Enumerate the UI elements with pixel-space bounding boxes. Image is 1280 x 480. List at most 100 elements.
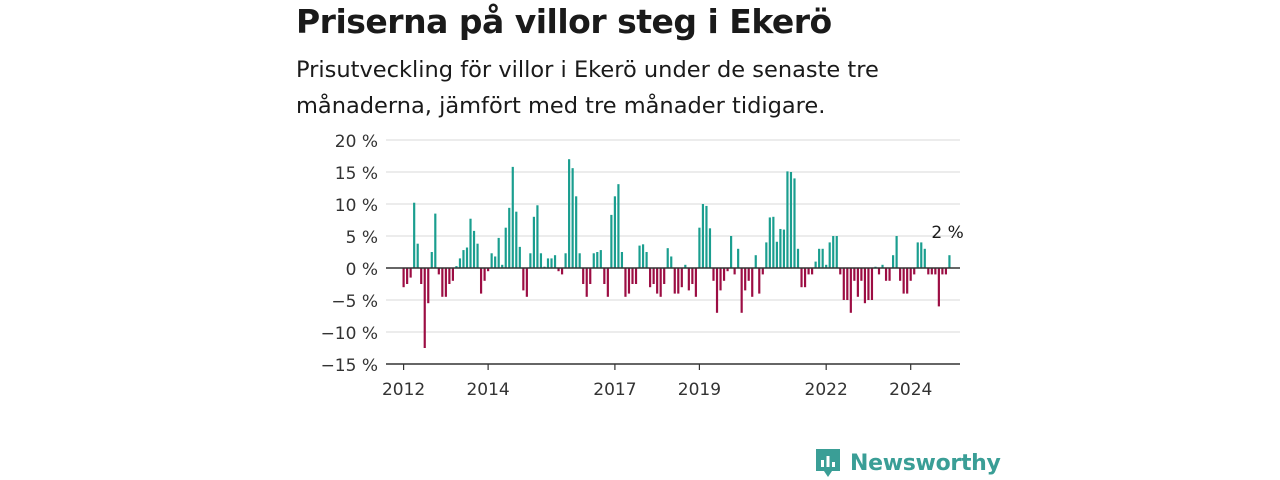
bar <box>518 246 521 268</box>
bar <box>860 268 863 281</box>
bar <box>796 248 800 268</box>
bar <box>589 268 592 284</box>
bar <box>726 268 729 272</box>
bar <box>617 184 620 268</box>
bar <box>406 268 409 284</box>
bar <box>821 248 824 268</box>
bar <box>934 268 937 275</box>
bar <box>511 166 514 268</box>
bar <box>666 248 669 268</box>
bar <box>596 252 599 268</box>
data-label: 2 % <box>931 223 963 243</box>
bar <box>490 253 493 268</box>
y-tick-label: 20 % <box>335 132 378 152</box>
bar <box>592 253 595 268</box>
bar <box>758 268 761 294</box>
brand-name: Newsworthy <box>850 450 1001 476</box>
bar <box>423 268 426 348</box>
bar <box>448 268 451 284</box>
bar <box>409 268 412 278</box>
x-tick-label: 2022 <box>805 380 848 400</box>
bar <box>916 242 919 268</box>
bar <box>575 196 578 268</box>
chart-title: Priserna på villor steg i Ekerö <box>296 2 832 41</box>
bar <box>913 268 916 275</box>
bar <box>627 268 631 294</box>
y-tick-label: 5 % <box>346 228 378 248</box>
bar <box>659 268 662 297</box>
bar <box>856 268 859 297</box>
bar <box>937 268 940 307</box>
bar <box>532 216 535 268</box>
bar <box>680 268 683 288</box>
bar <box>740 268 743 313</box>
bar <box>715 268 719 313</box>
bar <box>948 255 951 268</box>
bar <box>462 250 465 268</box>
bar-chart: 20 % 15 % 10 % 5 % 0 % −5 % −10 % −15 %2012 2014… <box>321 132 964 400</box>
bar <box>508 207 511 268</box>
bar <box>730 236 733 268</box>
bar <box>641 244 645 268</box>
bar <box>444 268 447 297</box>
y-tick-label: 15 % <box>335 164 378 184</box>
bar <box>649 268 652 288</box>
bar <box>441 268 444 297</box>
bar <box>814 261 817 268</box>
bar <box>818 248 821 268</box>
bar <box>846 268 849 300</box>
y-tick-label: −5 % <box>331 292 378 312</box>
bar <box>638 245 641 268</box>
bar <box>610 214 613 268</box>
bar <box>733 268 736 275</box>
bar <box>550 258 553 268</box>
bar <box>849 268 852 313</box>
bar <box>465 247 469 268</box>
bar <box>571 168 574 268</box>
x-tick-label: 2014 <box>466 380 509 400</box>
bar <box>560 268 564 275</box>
x-tick-label: 2024 <box>889 380 932 400</box>
bar <box>479 268 483 294</box>
bar <box>839 268 842 275</box>
bar <box>525 268 528 297</box>
bar <box>930 268 933 275</box>
bar <box>634 268 638 284</box>
bar <box>775 241 778 268</box>
y-tick-label: 10 % <box>335 196 378 216</box>
bar <box>881 264 884 268</box>
bar <box>853 268 856 281</box>
bar <box>708 228 712 268</box>
bar <box>663 268 666 284</box>
bar <box>923 248 926 268</box>
bar <box>402 268 405 288</box>
bar <box>599 250 602 268</box>
bar <box>582 268 585 284</box>
bar <box>691 268 694 284</box>
bar <box>487 268 490 272</box>
bar <box>504 227 507 268</box>
bar <box>765 242 768 268</box>
bar <box>656 268 659 294</box>
bar <box>631 268 634 284</box>
bar <box>497 237 500 268</box>
bar <box>455 266 458 268</box>
bar <box>472 230 476 268</box>
y-tick-label: −15 % <box>321 356 378 376</box>
bar <box>870 268 874 300</box>
bar <box>737 248 740 268</box>
bar <box>578 253 581 268</box>
newsworthy-logo: Newsworthy <box>814 446 1001 480</box>
bar <box>458 258 462 268</box>
bar <box>501 264 504 268</box>
bar <box>529 253 532 268</box>
bar <box>546 258 550 268</box>
bar <box>557 268 560 272</box>
bar <box>701 204 705 268</box>
bar <box>719 268 722 291</box>
bar <box>909 268 912 281</box>
bar <box>920 242 923 268</box>
bar <box>613 196 616 268</box>
bar <box>877 268 881 275</box>
bar <box>476 243 479 268</box>
